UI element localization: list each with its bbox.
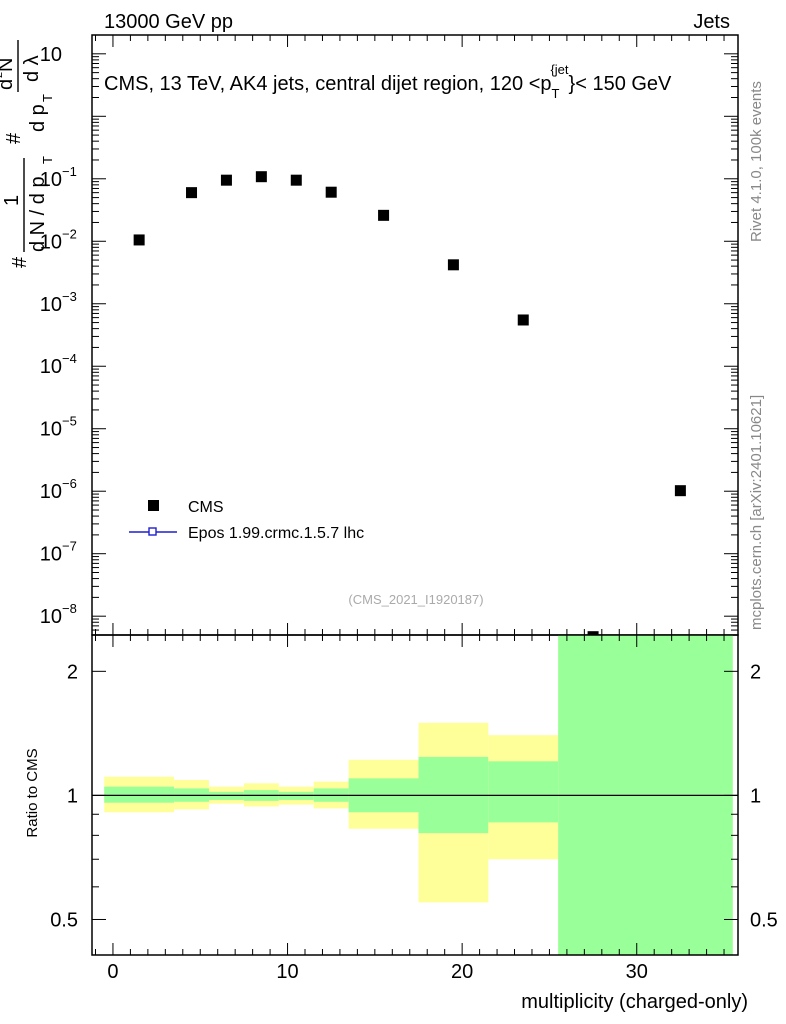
legend-cms-label: CMS (188, 499, 224, 516)
main-y-tick-label: 10 (40, 544, 62, 566)
legend-cms-marker (148, 500, 159, 511)
header-left: 13000 GeV pp (104, 11, 233, 33)
cms-data-point (186, 187, 198, 199)
main-panel: 10−810−710−610−510−410−310−210−110 CMS, … (0, 34, 739, 643)
rivet-label: Rivet 4.1.0, 100k events (748, 81, 765, 242)
plot-title: CMS, 13 TeV, AK4 jets, central dijet reg… (104, 62, 672, 101)
main-y-tick-exponent: −2 (62, 226, 77, 241)
x-axis-label: multiplicity (charged-only) (521, 991, 748, 1013)
ratio-inner-band (104, 786, 175, 803)
ratio-y-tick-label: 1 (67, 785, 78, 807)
data-points (133, 171, 686, 643)
ylabel-one: 1 (1, 195, 23, 206)
cms-data-point (133, 234, 145, 246)
main-y-tick-label: 10 (40, 419, 62, 441)
cms-data-point (325, 186, 337, 198)
main-y-tick-exponent: −7 (62, 539, 77, 554)
title-superscript: {jet (550, 62, 568, 77)
ratio-panel: 0.5 0.5 1 1 2 2 0 10 20 30 Ratio to CMS multipli… (24, 634, 778, 1013)
ylabel-denominator: d N / d p (27, 176, 49, 252)
header-right: Jets (693, 11, 730, 33)
legend-epos-marker (148, 527, 157, 536)
ratio-y-tick-labels: 0.5 0.5 1 1 2 2 (50, 661, 778, 931)
ratio-y-tick-label-right: 1 (750, 785, 761, 807)
cms-data-point (447, 259, 459, 271)
main-y-tick-label: 10 (40, 606, 62, 628)
title-pre: CMS, 13 TeV, AK4 jets, central dijet reg… (104, 73, 552, 95)
ratio-y-tick-label: 2 (67, 661, 78, 683)
ylabel-dpt: d p (27, 104, 49, 132)
main-y-tick-labels: 10−810−710−610−510−410−310−210−110 (40, 44, 77, 628)
main-y-tick-exponent: −3 (62, 289, 77, 304)
main-y-axis-label: # 1 d N / d p T # d p T d 2 N d λ (0, 40, 55, 268)
x-tick-labels: 0 10 20 30 (107, 961, 647, 983)
x-tick-label: 20 (451, 961, 473, 983)
ylabel-d2n-sup: 2 (0, 72, 5, 78)
main-y-tick-label: 10 (40, 231, 62, 253)
main-y-ticks (92, 34, 738, 636)
main-y-tick-exponent: −4 (62, 351, 77, 366)
main-y-tick-label: 10 (40, 356, 62, 378)
ylabel-denominator-sub: T (40, 156, 55, 164)
mcplots-label: mcplots.cern.ch [arXiv:2401.10621] (748, 395, 765, 630)
ratio-inner-band (488, 761, 559, 823)
main-y-tick-exponent: −5 (62, 414, 77, 429)
title-subscript: T (552, 86, 560, 101)
cms-data-point (517, 314, 529, 326)
ylabel-d2n: d (0, 79, 17, 90)
ratio-y-axis-label: Ratio to CMS (24, 748, 41, 837)
ratio-y-tick-label-right: 2 (750, 661, 761, 683)
ratio-y-tick-label: 0.5 (50, 909, 78, 931)
ylabel-d2n-n: N (0, 58, 17, 72)
x-tick-label: 10 (276, 961, 298, 983)
cms-data-point (255, 171, 267, 183)
legend-epos-label: Epos 1.99.crmc.1.5.7 lhc (188, 525, 364, 542)
main-y-tick-label: 10 (40, 44, 62, 66)
ylabel-dlambda: d λ (21, 55, 43, 82)
main-y-tick-exponent: −1 (62, 164, 77, 179)
cms-data-point (290, 174, 302, 186)
cms-data-point (674, 485, 686, 497)
cms-data-point (378, 209, 390, 221)
analysis-annotation: (CMS_2021_I1920187) (348, 592, 483, 607)
ylabel-dpt-sub: T (40, 94, 55, 102)
ylabel-hash-1: # (9, 256, 31, 268)
main-plot-frame (91, 34, 739, 636)
title-post: }< 150 GeV (569, 73, 673, 95)
legend: CMS Epos 1.99.crmc.1.5.7 lhc (129, 499, 364, 542)
main-y-tick-exponent: −8 (62, 601, 77, 616)
x-tick-label: 30 (626, 961, 648, 983)
main-y-tick-label: 10 (40, 294, 62, 316)
main-y-tick-label: 10 (40, 481, 62, 503)
ratio-y-tick-label-right: 0.5 (750, 909, 778, 931)
ratio-ticks (92, 635, 738, 955)
cms-data-point (220, 174, 232, 186)
ylabel-hash-2: # (3, 132, 25, 144)
x-tick-label: 0 (107, 961, 118, 983)
main-y-tick-label: 10 (40, 169, 62, 191)
main-y-tick-exponent: −6 (62, 476, 77, 491)
